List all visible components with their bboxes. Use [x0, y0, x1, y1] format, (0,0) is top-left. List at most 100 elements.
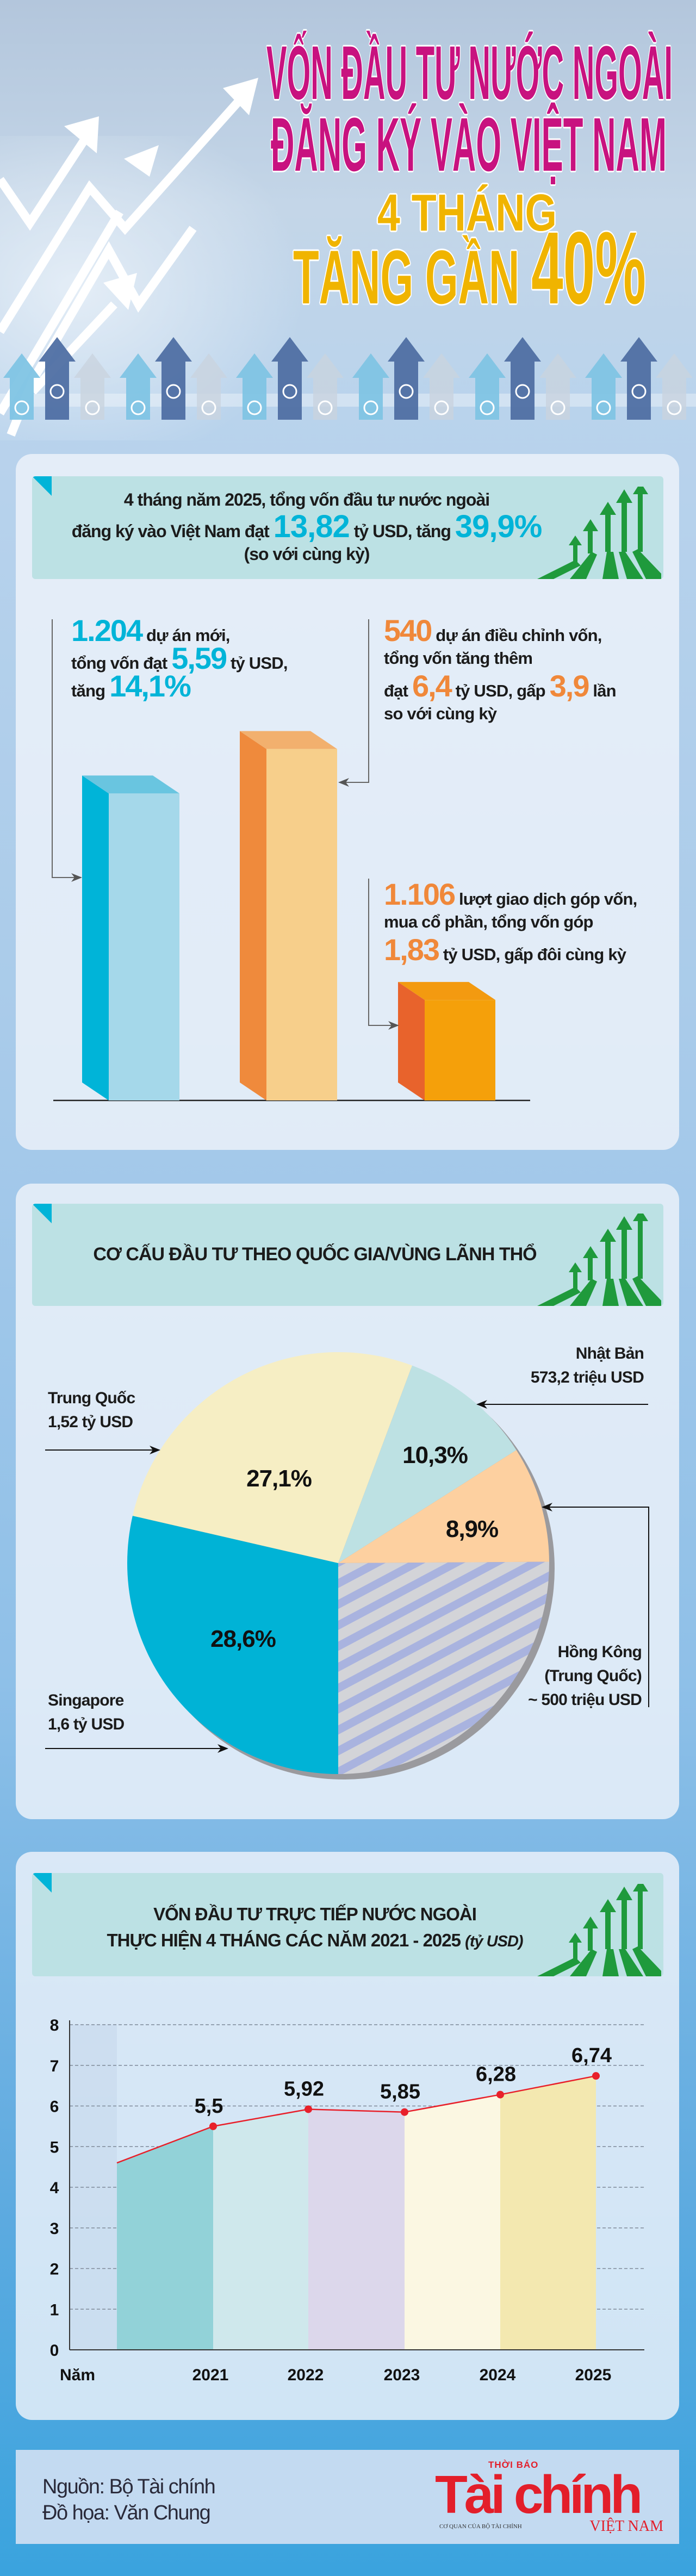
title-line-4: TĂNG GẦN 40% [293, 217, 646, 320]
growth-arrows-icon [537, 1209, 661, 1306]
logo-main-text: Tài chính [435, 2465, 643, 2524]
summary-growth-percent: 39,9% [455, 509, 542, 544]
japan-name: Nhật Bản [575, 1345, 644, 1362]
newspaper-logo: THỜI BÁO Tài chính CƠ QUAN CỦA BỘ TÀI CH… [435, 2460, 663, 2535]
adjusted-projects-count: 540 [384, 613, 432, 648]
hongkong-label: Hồng Kông (Trung Quốc) ~ 500 triệu USD [528, 1640, 642, 1712]
contribution-count: 1.106 [384, 877, 456, 911]
adjusted-projects-text: so với cùng kỳ [384, 704, 497, 723]
china-label: Trung Quốc 1,52 tỷ USD [48, 1386, 135, 1434]
title-line-4-prefix: TĂNG GẦN [293, 234, 520, 320]
arrow-decoration-icon [155, 337, 192, 420]
growth-arrows-icon [537, 482, 661, 579]
adjusted-projects-text: tổng vốn tăng thêm [384, 649, 533, 668]
footer: Nguồn: Bộ Tài chính Đồ họa: Văn Chung TH… [16, 2450, 679, 2544]
arrow-decoration-icon [620, 337, 657, 420]
new-projects-text: tăng [71, 681, 105, 700]
hongkong-name: Hồng Kông [557, 1643, 642, 1661]
adjusted-projects-multiple: 3,9 [549, 669, 590, 703]
line-chart-header [32, 1873, 663, 1976]
pie-header [32, 1204, 663, 1306]
summary-text: 4 tháng năm 2025, tổng vốn đầu tư nước n… [33, 486, 581, 568]
singapore-name: Singapore [48, 1691, 124, 1709]
dollar-coin-icon [363, 400, 378, 415]
other-percent: 8,9% [445, 1516, 499, 1542]
new-projects-count: 1.204 [71, 613, 143, 648]
arrow-decoration-icon [388, 337, 425, 420]
summary-total-value: 13,82 [273, 509, 350, 544]
dollar-coin-icon [480, 400, 495, 415]
summary-header [32, 476, 663, 579]
adjusted-projects-text: lần [593, 681, 616, 700]
corner-triangle-icon [32, 1204, 52, 1223]
singapore-amount: 1,6 tỷ USD [48, 1715, 125, 1733]
hongkong-amount: ~ 500 triệu USD [528, 1691, 642, 1709]
line-chart-title-1: VỐN ĐẦU TƯ TRỰC TIẾP NƯỚC NGOÀI [153, 1904, 477, 1924]
title-line-1: VỐN ĐẦU TƯ NƯỚC NGOÀI [266, 30, 673, 115]
new-projects-text: tổng vốn đạt [71, 654, 167, 673]
dollar-coin-icon [201, 400, 216, 415]
singapore-percent: 28,6% [210, 1626, 276, 1652]
adjusted-projects-text: dự án điều chỉnh vốn, [436, 626, 602, 645]
dollar-coin-icon [247, 400, 262, 415]
summary-line-3: (so với cùng kỳ) [244, 544, 370, 564]
arrow-decoration-icon [539, 353, 576, 420]
dollar-coin-icon [130, 400, 146, 415]
new-projects-text: tỷ USD, [231, 654, 288, 673]
arrow-decoration-icon [307, 353, 344, 420]
arrow-decoration-icon [190, 353, 227, 420]
arrow-decoration-icon [423, 353, 460, 420]
source-credit: Nguồn: Bộ Tài chính [42, 2475, 216, 2498]
arrow-decoration-icon [504, 337, 541, 420]
new-projects-text: dự án mới, [146, 626, 230, 645]
summary-line-1: 4 tháng năm 2025, tổng vốn đầu tư nước n… [123, 490, 490, 509]
graphics-credit: Đồ họa: Văn Chung [42, 2502, 211, 2524]
dollar-coin-icon [85, 400, 100, 415]
growth-arrows-icon [537, 1880, 661, 1976]
line-chart-unit: (tỷ USD) [465, 1933, 523, 1950]
growth-arrows-icon [537, 482, 661, 579]
dollar-coin-icon [14, 400, 29, 415]
arrow-decoration-icon [120, 353, 157, 420]
arrow-decoration-icon [585, 353, 622, 420]
title-line-2: ĐĂNG KÝ VÀO VIỆT NAM [271, 102, 667, 187]
dollar-coin-icon [631, 384, 647, 399]
arrow-decoration-icon [3, 353, 40, 420]
arrow-decoration-icon [656, 353, 693, 420]
contribution-text: tỷ USD, gấp đôi cùng kỳ [443, 945, 626, 964]
china-name: Trung Quốc [48, 1389, 135, 1407]
arrow-decoration-icon [469, 353, 506, 420]
hongkong-name-2: (Trung Quốc) [544, 1667, 642, 1685]
logo-country: VIỆT NAM [589, 2518, 663, 2535]
credits: Nguồn: Bộ Tài chính Đồ họa: Văn Chung [42, 2474, 216, 2526]
arrow-decoration-icon [39, 337, 76, 420]
growth-arrows-icon [537, 1209, 661, 1306]
dollar-coin-icon [399, 384, 414, 399]
summary-line-2b: tỷ USD, tăng [353, 521, 451, 541]
dollar-coin-icon [550, 400, 566, 415]
dollar-coin-icon [49, 384, 65, 399]
japan-percent: 10,3% [402, 1442, 468, 1469]
new-projects-growth: 14,1% [109, 669, 191, 703]
dollar-coin-icon [667, 400, 682, 415]
line-chart-title: VỐN ĐẦU TƯ TRỰC TIẾP NƯỚC NGOÀI THỰC HIỆ… [32, 1902, 598, 1952]
dollar-coin-icon [282, 384, 297, 399]
arrow-decoration-icon [74, 353, 111, 420]
corner-triangle-icon [32, 1873, 52, 1893]
china-amount: 1,52 tỷ USD [48, 1413, 133, 1431]
summary-line-2a: đăng ký vào Việt Nam đạt [71, 521, 270, 541]
dollar-coin-icon [434, 400, 449, 415]
pie-title: CƠ CẤU ĐẦU TƯ THEO QUỐC GIA/VÙNG LÃNH TH… [93, 1244, 537, 1265]
growth-arrows-icon [537, 1880, 661, 1976]
china-percent: 27,1% [246, 1465, 312, 1492]
dollar-coin-icon [166, 384, 181, 399]
dollar-coin-icon [596, 400, 611, 415]
growth-arrows-icon [0, 97, 243, 437]
contribution-capital: 1,83 [384, 932, 440, 967]
logo-subtitle: CƠ QUAN CỦA BỘ TÀI CHÍNH [439, 2523, 522, 2530]
dollar-coin-icon [515, 384, 530, 399]
line-chart-title-2: THỰC HIỆN 4 THÁNG CÁC NĂM 2021 - 2025 [107, 1930, 461, 1950]
arrow-decoration-icon [352, 353, 389, 420]
adjusted-projects-text: đạt [384, 681, 408, 700]
new-projects-capital: 5,59 [171, 641, 227, 675]
